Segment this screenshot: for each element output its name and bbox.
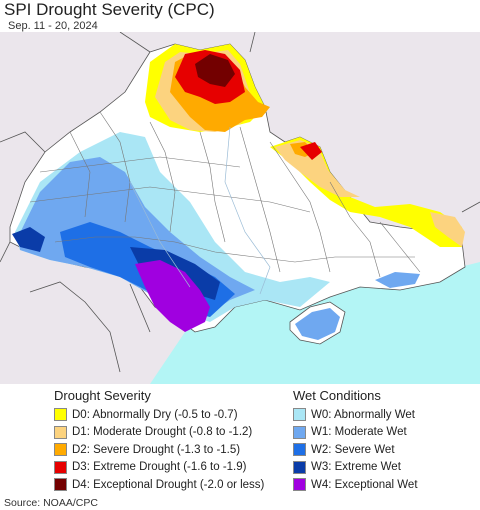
country-borders xyxy=(0,32,480,373)
legend-label-d2: D2: Severe Drought (-1.3 to -1.5) xyxy=(72,443,241,456)
swatch-w4 xyxy=(293,478,306,492)
map-title: SPI Drought Severity (CPC) xyxy=(4,0,215,19)
w1-crimea xyxy=(295,308,340,340)
drought-legend-heading: Drought Severity xyxy=(54,388,151,403)
legend-label-d0: D0: Abnormally Dry (-0.5 to -0.7) xyxy=(72,408,238,421)
d4-north xyxy=(195,54,235,87)
swatch-w1 xyxy=(293,425,306,439)
w1-east xyxy=(375,272,420,288)
legend-label-d4: D4: Exceptional Drought (-2.0 or less) xyxy=(72,478,265,491)
swatch-d1 xyxy=(54,425,67,439)
legend-item-w2: W2: Severe Wet xyxy=(293,441,418,459)
d3-east xyxy=(300,142,322,160)
swatch-w2 xyxy=(293,443,306,457)
swatch-d3 xyxy=(54,460,67,474)
legend-item-d2: D2: Severe Drought (-1.3 to -1.5) xyxy=(54,441,264,459)
legend-item-w4: W4: Exceptional Wet xyxy=(293,476,418,494)
legend-item-w1: W1: Moderate Wet xyxy=(293,424,418,442)
drought-legend: Drought Severity D0: Abnormally Dry (-0.… xyxy=(54,388,264,494)
swatch-d4 xyxy=(54,478,67,492)
legend-item-w0: W0: Abnormally Wet xyxy=(293,406,418,424)
swatch-w0 xyxy=(293,408,306,422)
swatch-d0 xyxy=(54,408,67,422)
rivers xyxy=(129,126,271,295)
wet-legend-heading: Wet Conditions xyxy=(293,388,381,403)
legend-label-w3: W3: Extreme Wet xyxy=(311,461,401,474)
legend-label-w2: W2: Severe Wet xyxy=(311,443,395,456)
legend-label-w4: W4: Exceptional Wet xyxy=(311,478,418,491)
legend-label-d1: D1: Moderate Drought (-0.8 to -1.2) xyxy=(72,426,253,439)
legend-label-w1: W1: Moderate Wet xyxy=(311,426,407,439)
legend-item-d1: D1: Moderate Drought (-0.8 to -1.2) xyxy=(54,424,264,442)
swatch-d2 xyxy=(54,443,67,457)
oblast-borders xyxy=(29,111,421,278)
wet-legend: Wet Conditions W0: Abnormally Wet W1: Mo… xyxy=(293,388,418,494)
legend-item-d3: D3: Extreme Drought (-1.6 to -1.9) xyxy=(54,459,264,477)
drought-map xyxy=(0,32,480,384)
date-range: Sep. 11 - 20, 2024 xyxy=(8,20,98,32)
legend-label-w0: W0: Abnormally Wet xyxy=(311,408,415,421)
swatch-w3 xyxy=(293,460,306,474)
legend-item-d0: D0: Abnormally Dry (-0.5 to -0.7) xyxy=(54,406,264,424)
legend-item-w3: W3: Extreme Wet xyxy=(293,459,418,477)
source-credit: Source: NOAA/CPC xyxy=(4,497,98,509)
d1-east2 xyxy=(430,212,465,247)
w3-zone xyxy=(12,227,45,252)
legend-item-d4: D4: Exceptional Drought (-2.0 or less) xyxy=(54,476,264,494)
w4-zone xyxy=(135,260,210,332)
legend: Drought Severity D0: Abnormally Dry (-0.… xyxy=(0,384,480,494)
legend-label-d3: D3: Extreme Drought (-1.6 to -1.9) xyxy=(72,461,247,474)
